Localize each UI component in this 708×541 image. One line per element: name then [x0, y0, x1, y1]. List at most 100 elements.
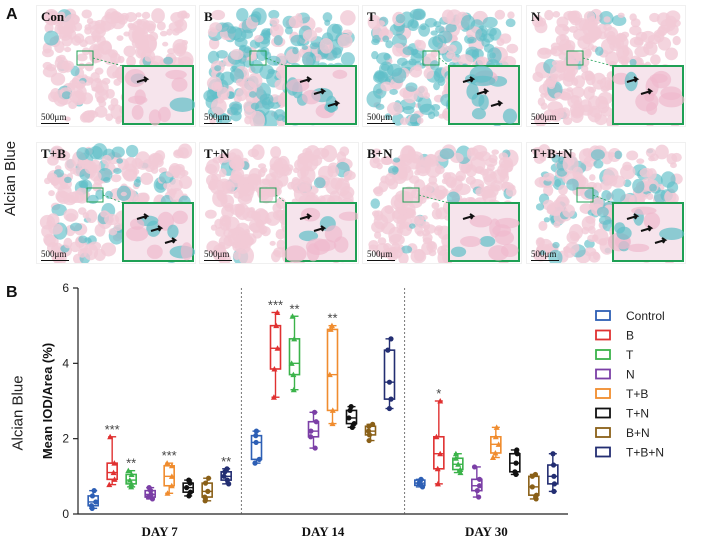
legend-swatch: [595, 329, 611, 341]
x-group-label: DAY 14: [302, 524, 345, 539]
data-point: [270, 394, 277, 400]
data-point: [326, 371, 333, 378]
data-point: [493, 424, 500, 430]
data-point: [164, 490, 171, 496]
data-point: [111, 476, 118, 482]
data-point: [529, 484, 535, 490]
scale-label: 500μm: [367, 249, 393, 259]
data-point: [434, 480, 441, 487]
scale-label: 500μm: [204, 249, 230, 259]
data-point: [452, 455, 459, 461]
data-point: [146, 485, 152, 491]
data-point: [221, 473, 227, 479]
legend-swatch: [595, 349, 611, 360]
data-point: [489, 454, 496, 460]
data-point: [110, 469, 117, 476]
legend-swatch: [595, 427, 611, 438]
y-tick-label: 2: [62, 432, 69, 446]
data-point: [433, 433, 440, 440]
data-point: [452, 450, 459, 457]
data-point: [386, 405, 393, 412]
micrograph-tile: N 500μm: [526, 5, 686, 127]
scale-label: 500μm: [531, 112, 557, 122]
data-point: [288, 360, 295, 366]
tissue-image: [204, 144, 358, 263]
data-point: [551, 473, 557, 479]
tile-label: T: [367, 9, 376, 24]
box: [433, 435, 445, 470]
x-group-label: DAY 7: [142, 524, 179, 539]
legend-swatch: [595, 310, 611, 321]
tile-label: N: [531, 9, 541, 24]
data-point: [125, 467, 132, 474]
data-point: [256, 456, 262, 462]
scale-label: 500μm: [531, 249, 557, 259]
tile-label: Con: [41, 9, 65, 24]
legend-label: Control: [626, 309, 665, 323]
micrograph-tile: T 500μm: [362, 5, 522, 127]
arrow-icon: [626, 213, 640, 220]
legend-label: N: [626, 368, 635, 382]
data-point: [386, 379, 393, 385]
data-point: [476, 476, 483, 482]
scale-bar: [41, 123, 69, 124]
data-point: [291, 335, 298, 342]
data-point: [89, 493, 96, 499]
legend-label: B+N: [626, 426, 650, 440]
data-point: [289, 313, 296, 319]
scale-bar: [204, 260, 232, 261]
box: [288, 338, 301, 376]
data-point: [290, 386, 297, 393]
data-point: [351, 421, 357, 427]
data-point: [348, 404, 354, 410]
data-point: [513, 460, 519, 466]
arrow-icon: [136, 213, 150, 220]
data-point: [551, 481, 558, 487]
legend-label: T+B: [626, 387, 648, 401]
data-point: [111, 460, 118, 466]
data-point: [128, 471, 135, 477]
data-point: [388, 336, 394, 342]
data-point: [471, 464, 478, 470]
arrow-icon: [490, 100, 504, 107]
arrow-icon: [462, 76, 476, 83]
data-point: [346, 415, 352, 421]
scale-bar: [531, 260, 559, 261]
data-point: [308, 428, 314, 434]
tile-label: T+N: [204, 146, 230, 161]
data-point: [329, 420, 336, 427]
data-point: [418, 476, 424, 482]
data-point: [550, 462, 557, 468]
data-point: [385, 347, 391, 353]
data-point: [253, 433, 259, 439]
tissue-image: [531, 144, 685, 263]
data-point: [492, 433, 499, 440]
data-point: [312, 445, 318, 451]
data-point: [202, 498, 208, 504]
micrograph-tile: B 500μm: [199, 5, 359, 127]
tissue-image: [42, 8, 195, 126]
tissue-image: [368, 144, 520, 263]
scale-label: 500μm: [41, 112, 67, 122]
tile-label: B+N: [367, 146, 393, 161]
y-tick-label: 0: [62, 507, 69, 521]
legend-label: T+N: [626, 407, 649, 421]
data-point: [388, 396, 394, 402]
significance-label: **: [126, 456, 136, 471]
tissue-image: [366, 8, 521, 126]
y-tick-label: 4: [62, 356, 69, 370]
micrograph-tile: Con 500μm: [36, 5, 196, 127]
legend-swatch: [595, 388, 611, 399]
tile-label: T+B: [41, 146, 66, 161]
panel-b-letter: B: [6, 284, 18, 301]
arrow-icon: [299, 213, 313, 220]
legend-label: T: [626, 348, 634, 362]
data-point: [274, 345, 281, 351]
data-point: [164, 460, 171, 466]
data-point: [495, 441, 502, 447]
tissue-image: [203, 7, 357, 126]
arrow-icon: [640, 225, 654, 232]
data-point: [186, 477, 192, 483]
data-point: [93, 499, 99, 505]
